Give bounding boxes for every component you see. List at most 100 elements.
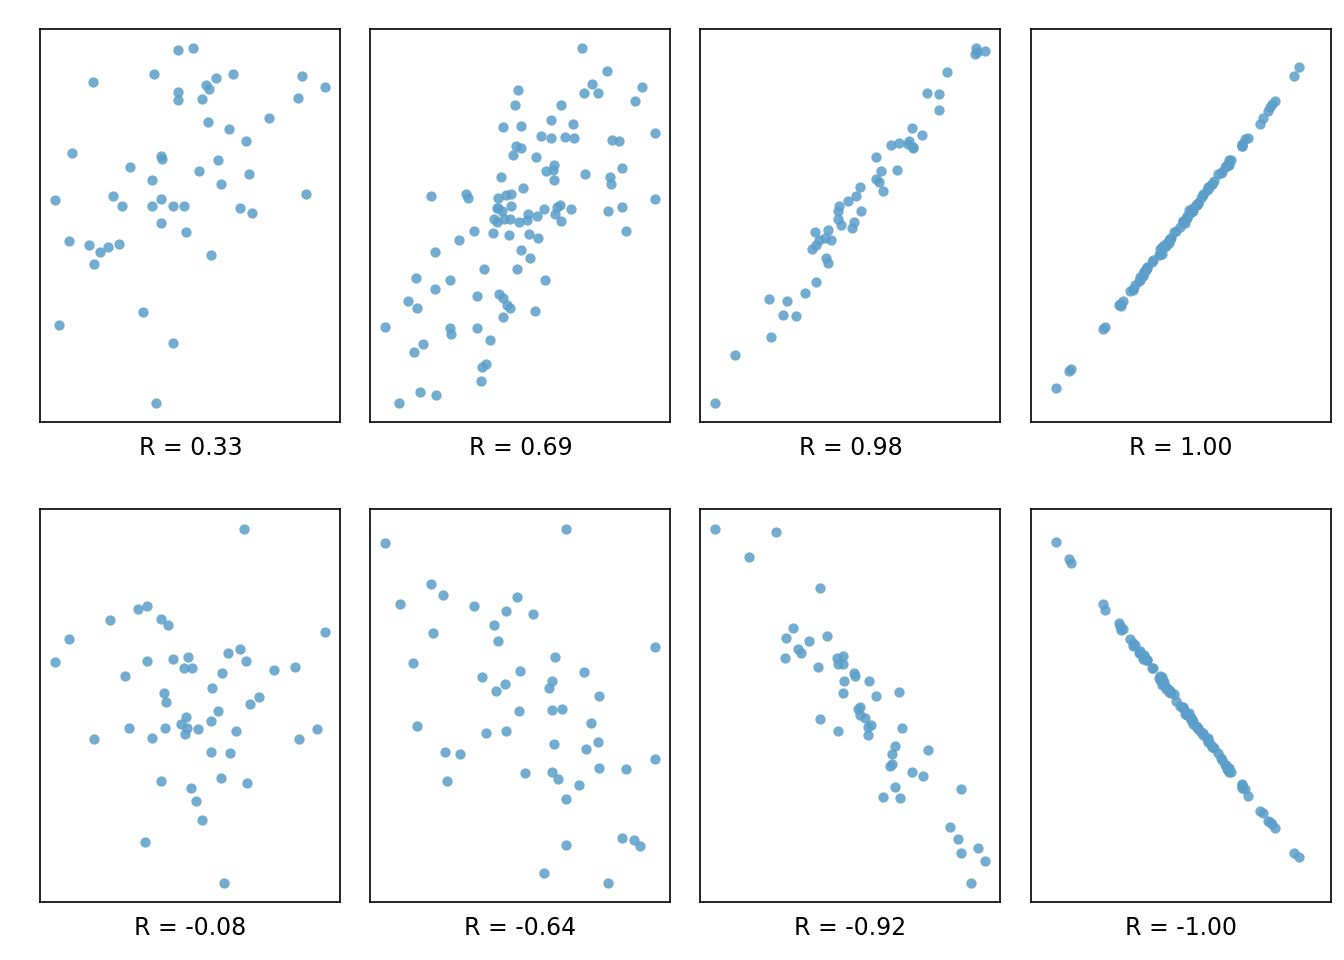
Point: [531, 128, 552, 143]
Point: [188, 163, 210, 179]
Point: [405, 271, 426, 286]
Point: [133, 304, 155, 320]
Point: [406, 719, 427, 734]
Point: [515, 765, 536, 780]
Point: [210, 177, 231, 192]
Point: [550, 97, 571, 112]
Point: [1218, 156, 1239, 172]
Point: [1110, 296, 1132, 311]
Point: [543, 157, 564, 173]
Point: [466, 321, 488, 336]
Point: [1202, 176, 1223, 191]
Point: [1136, 653, 1157, 668]
Point: [230, 200, 251, 215]
Point: [314, 624, 336, 639]
Point: [1136, 260, 1157, 276]
Point: [538, 681, 559, 696]
Point: [1142, 252, 1164, 268]
Point: [544, 206, 566, 222]
Point: [866, 688, 887, 704]
Point: [388, 395, 410, 410]
Point: [902, 139, 923, 155]
Point: [176, 721, 198, 736]
Point: [507, 83, 528, 98]
Point: [97, 239, 118, 254]
Point: [785, 309, 806, 324]
Point: [587, 85, 609, 101]
Point: [1133, 264, 1154, 279]
Point: [151, 149, 172, 164]
Point: [1207, 746, 1228, 761]
Point: [155, 721, 176, 736]
Point: [860, 717, 882, 732]
Point: [555, 521, 577, 537]
Point: [1198, 731, 1219, 746]
Point: [1110, 620, 1132, 636]
Point: [439, 320, 461, 335]
Point: [118, 721, 140, 736]
Point: [622, 832, 644, 848]
Point: [136, 598, 157, 613]
Point: [1060, 362, 1082, 377]
Point: [168, 42, 190, 58]
Point: [1163, 686, 1184, 702]
Point: [1219, 765, 1241, 780]
Point: [462, 599, 484, 614]
Point: [832, 657, 853, 672]
Point: [1203, 173, 1224, 188]
Point: [1192, 187, 1214, 203]
Point: [499, 300, 520, 315]
Point: [775, 631, 797, 646]
Point: [827, 204, 848, 219]
Point: [99, 612, 121, 628]
X-axis label: R = 1.00: R = 1.00: [1129, 436, 1232, 460]
Point: [1160, 231, 1181, 247]
Point: [1124, 637, 1145, 653]
Point: [198, 114, 219, 130]
Point: [1199, 734, 1220, 750]
Point: [543, 173, 564, 188]
Point: [1210, 165, 1231, 180]
Point: [1176, 209, 1198, 225]
Point: [1133, 648, 1154, 663]
Point: [485, 683, 507, 698]
Point: [1198, 181, 1219, 197]
Point: [1202, 739, 1223, 755]
Point: [1215, 757, 1236, 773]
Point: [1111, 621, 1133, 636]
Point: [491, 169, 512, 184]
Point: [511, 119, 532, 134]
Point: [1180, 710, 1202, 726]
Point: [191, 91, 212, 107]
Point: [136, 653, 157, 668]
Point: [1183, 713, 1204, 729]
Point: [1152, 673, 1173, 688]
Point: [1172, 699, 1193, 714]
Point: [974, 44, 996, 60]
Point: [422, 626, 444, 641]
Point: [884, 780, 906, 795]
Point: [1180, 712, 1202, 728]
Point: [880, 746, 902, 761]
Point: [210, 770, 231, 785]
Point: [157, 617, 179, 633]
Point: [495, 677, 516, 692]
Point: [1199, 179, 1220, 194]
Point: [200, 247, 222, 262]
Point: [1216, 158, 1238, 174]
Point: [814, 229, 836, 245]
Point: [612, 160, 633, 176]
Point: [890, 790, 911, 805]
Point: [464, 224, 485, 239]
Point: [151, 216, 172, 231]
Point: [249, 689, 270, 705]
Point: [599, 169, 621, 184]
Point: [704, 521, 726, 537]
Point: [575, 741, 597, 756]
Point: [175, 708, 196, 724]
Point: [472, 359, 493, 374]
Point: [1251, 805, 1273, 821]
Point: [872, 183, 894, 199]
Point: [1220, 764, 1242, 780]
Point: [1187, 720, 1208, 735]
